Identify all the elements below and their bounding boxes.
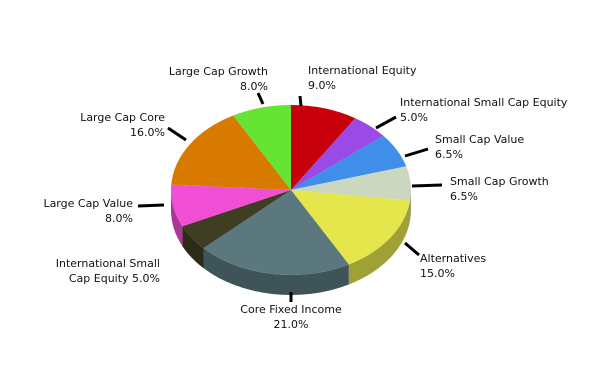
value-label: 5.0%: [400, 111, 428, 124]
slice: [291, 166, 411, 201]
slice-label: Large Cap Core 16.0%: [80, 110, 165, 140]
leader-line: [298, 95, 303, 107]
slice-label: Large Cap Growth 8.0%: [169, 64, 268, 94]
slice: [291, 135, 407, 190]
value-label: 6.5%: [435, 148, 463, 161]
slice: [233, 105, 291, 190]
slice-side: [203, 248, 349, 295]
slice-label: Core Fixed Income 21.0%: [240, 302, 341, 332]
leader-line: [375, 115, 397, 130]
slice: [291, 118, 384, 190]
category-name: Large Cap Value: [43, 197, 133, 210]
value-label: 8.0%: [240, 80, 268, 93]
value-label: 5.0%: [132, 272, 160, 285]
slice-label: International Small Cap Equity 5.0%: [400, 95, 567, 125]
category-name: International Equity: [308, 64, 417, 77]
slice: [291, 105, 356, 190]
slice-side: [171, 190, 183, 247]
slice-label: Alternatives 15.0%: [420, 251, 486, 281]
leader-line: [167, 126, 187, 142]
category-name: Small Cap Value: [435, 133, 525, 146]
category-name: Alternatives: [420, 252, 487, 265]
slice: [203, 190, 349, 275]
slice-label: Small Cap Value 6.5%: [435, 132, 524, 162]
category-name: Large Cap Growth: [168, 65, 268, 78]
leader-line: [256, 92, 265, 105]
category-name: Large Cap Core: [80, 111, 165, 124]
leader-line: [404, 147, 429, 158]
value-label: 21.0%: [273, 318, 309, 331]
slice-side: [182, 226, 204, 269]
slice: [171, 115, 291, 190]
value-label: 9.0%: [308, 79, 336, 92]
value-label: 6.5%: [450, 190, 478, 203]
category-name: International Small Cap Equity: [400, 96, 568, 109]
leader-line: [411, 183, 443, 188]
slice: [170, 184, 291, 227]
slice-label: Large Cap Value 8.0%: [43, 196, 133, 226]
slice-side: [348, 200, 411, 285]
slice-label: International Small Cap Equity 5.0%: [42, 256, 160, 286]
leader-line: [404, 241, 420, 257]
slice-label: International Equity 9.0%: [308, 63, 417, 93]
slice-label: Small Cap Growth 6.5%: [450, 174, 549, 204]
value-label: 15.0%: [420, 267, 455, 280]
leader-line: [137, 203, 165, 208]
category-name: International Small Cap Equity: [55, 257, 160, 285]
slice: [182, 190, 291, 249]
slice-side: [410, 190, 411, 221]
category-name: Small Cap Growth: [450, 175, 549, 188]
slice: [291, 190, 411, 265]
value-label: 8.0%: [105, 212, 133, 225]
value-label: 16.0%: [130, 126, 165, 139]
category-name: Core Fixed Income: [240, 303, 342, 316]
